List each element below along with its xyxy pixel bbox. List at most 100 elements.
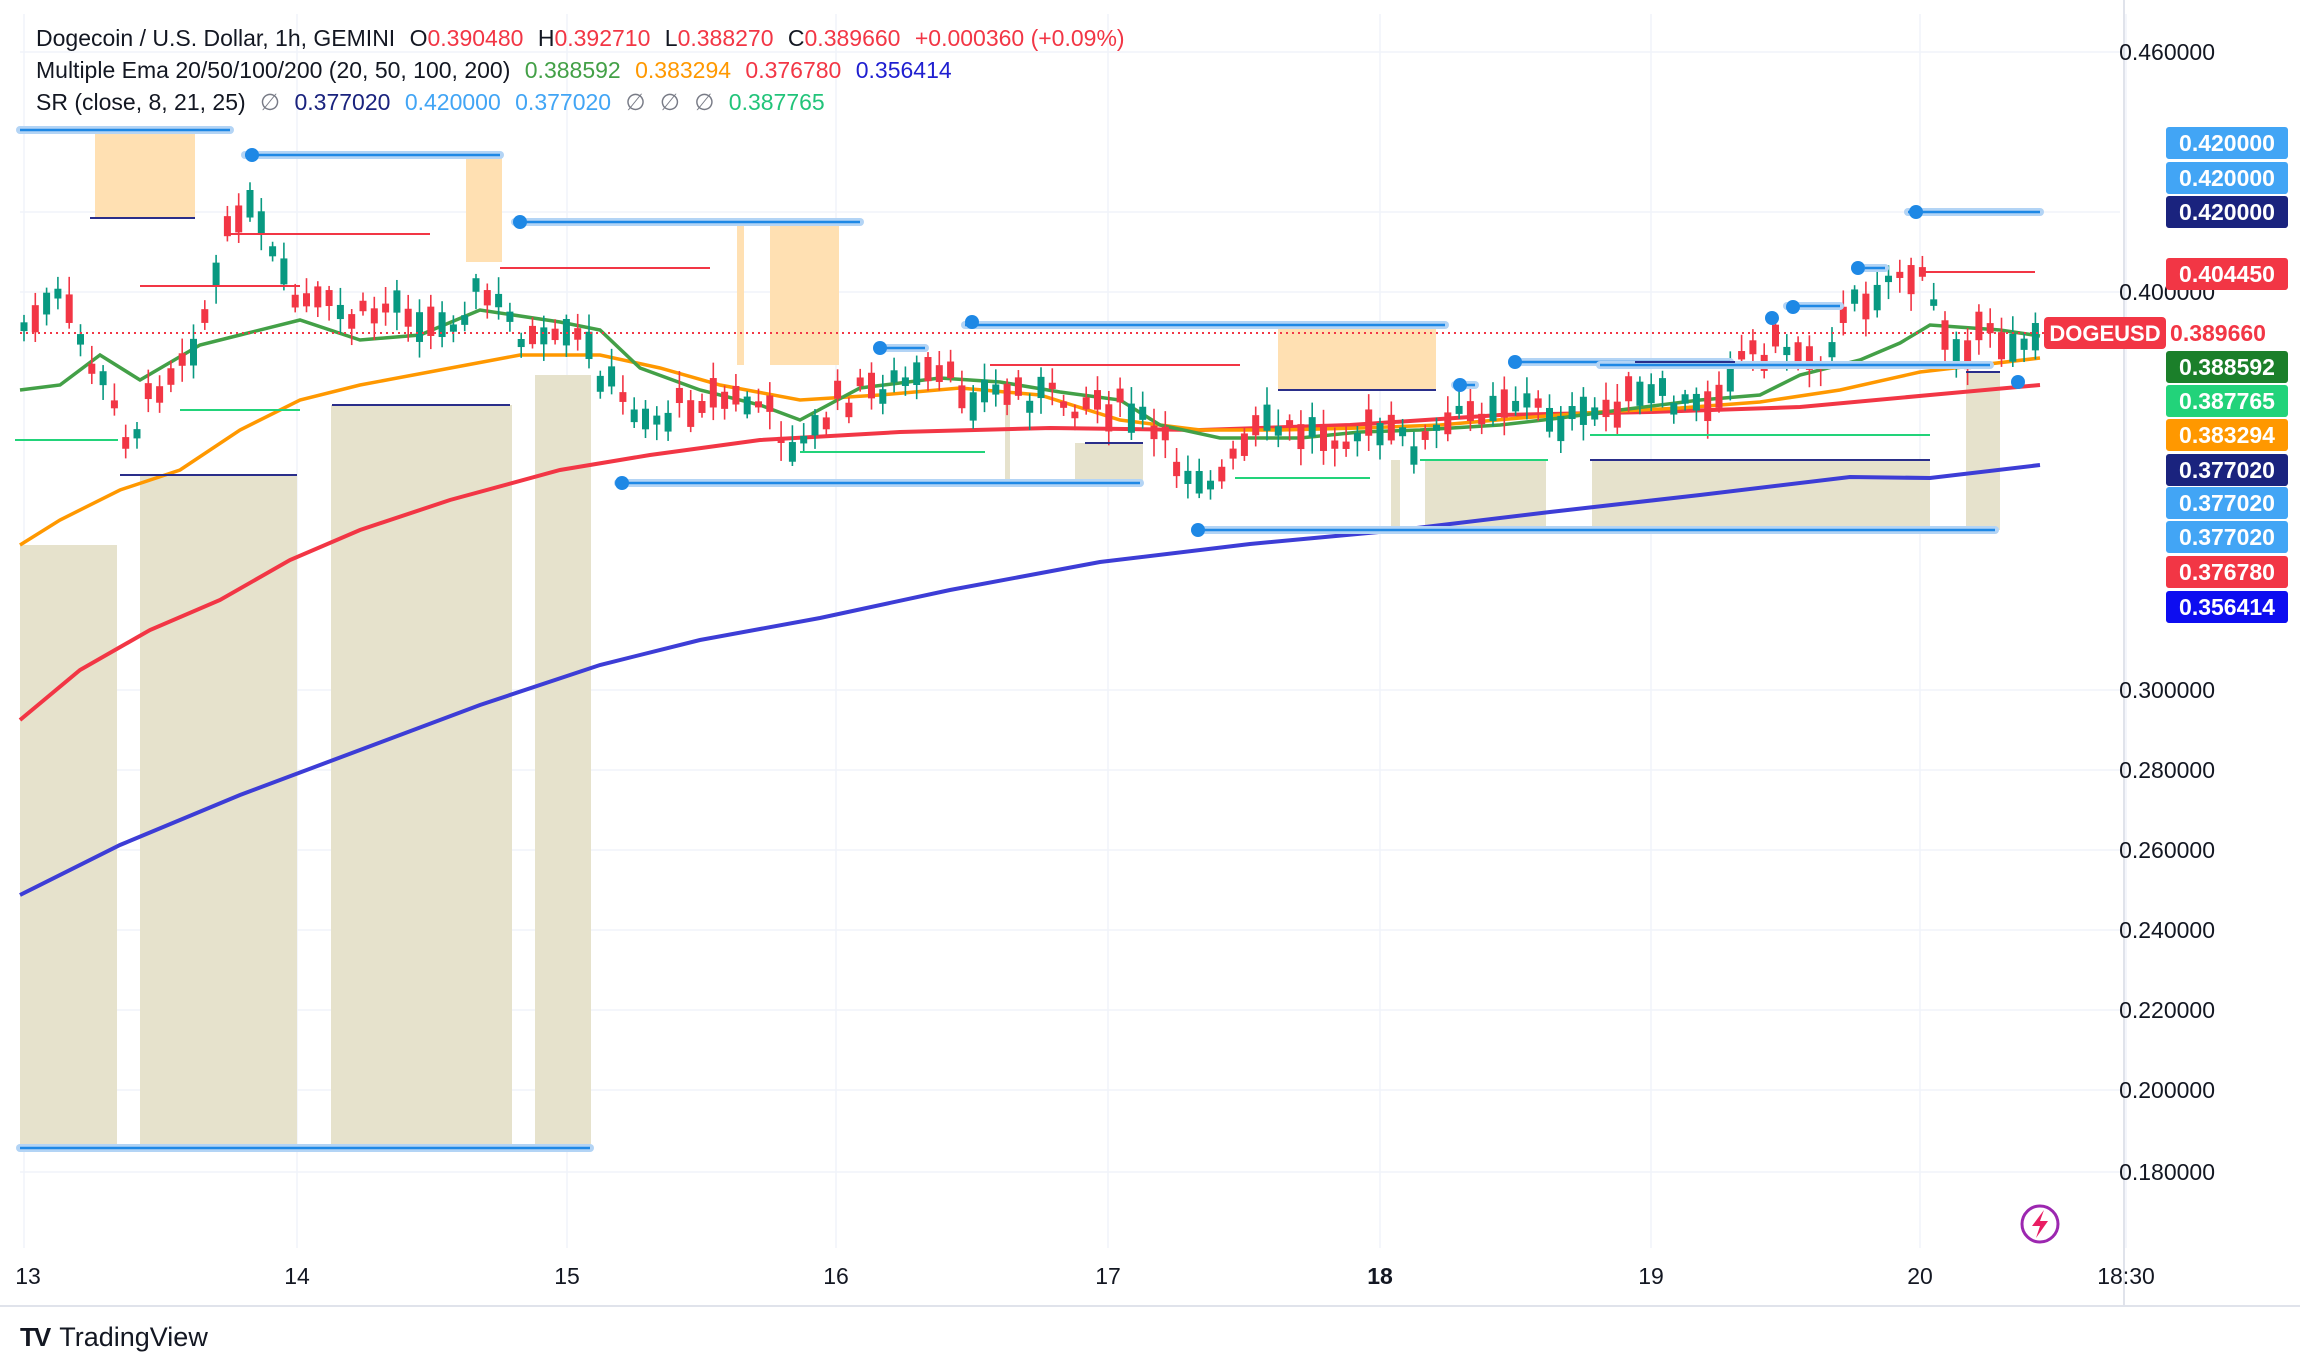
candle (924, 352, 932, 391)
candle (1466, 388, 1474, 432)
ema-title[interactable]: Multiple Ema 20/50/100/200 (20, 50, 100,… (36, 57, 511, 83)
candle-body (483, 290, 491, 306)
candle-body (1986, 323, 1994, 334)
candle-body (1975, 311, 1983, 341)
candle-body (1353, 432, 1361, 442)
price-label-bg (2166, 454, 2288, 486)
candle-body (31, 305, 39, 333)
candle-body (574, 328, 582, 340)
candle-body (1862, 293, 1870, 320)
candle-body (235, 205, 243, 233)
price-label-sr: 0.420000 (2166, 162, 2288, 194)
candle-body (822, 417, 830, 430)
candle (257, 198, 265, 251)
candle-body (924, 357, 932, 382)
price-label-bg (2166, 521, 2288, 553)
candle (178, 338, 186, 382)
candle-body (1918, 267, 1926, 277)
price-label-sr: 0.377020 (2166, 487, 2288, 519)
candle (721, 385, 729, 420)
candle-body (1207, 480, 1214, 490)
candle (1014, 370, 1022, 400)
price-label-text: 0.377020 (2179, 490, 2275, 516)
candle (336, 287, 344, 334)
price-label-bg (2166, 487, 2288, 519)
symbol-tag: DOGEUSD (2049, 321, 2160, 346)
candle (1455, 390, 1463, 419)
candle-body (1930, 299, 1938, 306)
symbol-tag-bg (2044, 317, 2166, 349)
candle (1308, 402, 1316, 454)
sr-zones (20, 130, 2000, 1150)
price-label-bg (2166, 351, 2288, 383)
candle (856, 368, 864, 392)
price-labels: 0.420000 0.420000 0.420000 0.404450 DOGEUSD 0… (2020, 127, 2288, 1244)
candle-body (2020, 338, 2028, 350)
candle-body (1173, 461, 1181, 477)
candle-body (529, 325, 536, 345)
candle (1410, 431, 1418, 474)
legend-sr-row: SR (close, 8, 21, 25) ∅ 0.377020 0.42000… (36, 86, 1133, 118)
y-tick-label: 0.460000 (2119, 39, 2215, 65)
candle-body (551, 328, 559, 341)
sr-lines (15, 126, 2124, 1152)
ema200-line (19, 463, 2041, 897)
price-label-sr: 0.420000 (2166, 196, 2288, 228)
price-label-text: 0.387765 (2179, 388, 2275, 414)
candle-body (1636, 381, 1644, 406)
sr-title[interactable]: SR (close, 8, 21, 25) (36, 89, 246, 115)
price-label-bg (2166, 162, 2288, 194)
candle (1207, 470, 1214, 500)
symbol-title[interactable]: Dogecoin / U.S. Dollar, 1h, GEMINI (36, 25, 396, 51)
candle (1952, 331, 1960, 378)
candle (947, 349, 955, 383)
candle (1240, 426, 1248, 461)
candle-body (1591, 407, 1599, 420)
candle (1998, 317, 2005, 367)
resistance-zone (466, 158, 502, 262)
candle (495, 277, 503, 320)
sr-value-8: 0.387765 (728, 89, 825, 115)
candle-body (110, 400, 118, 409)
candle (1252, 406, 1260, 447)
lightning-icon[interactable] (2020, 1204, 2060, 1244)
candle-body (1726, 368, 1734, 392)
candle-body (1421, 431, 1429, 440)
candle-body (743, 396, 751, 415)
candle (223, 205, 231, 242)
candle (1150, 408, 1158, 457)
candle (1557, 406, 1565, 454)
candle (890, 357, 898, 393)
candle (201, 300, 209, 330)
candle (879, 374, 887, 415)
candle-body (1297, 424, 1305, 450)
price-label-text: 0.356414 (2179, 594, 2275, 620)
candle-body (190, 338, 197, 366)
candle (1692, 387, 1700, 422)
candle-body (664, 412, 672, 432)
candle (608, 348, 616, 395)
chart-legend: Dogecoin / U.S. Dollar, 1h, GEMINI O0.39… (36, 22, 1133, 118)
y-tick-label: 0.280000 (2119, 757, 2215, 783)
candle-body (619, 392, 627, 402)
sr-pivot-dot (245, 148, 259, 162)
candle (1625, 371, 1633, 412)
candle (811, 409, 819, 449)
candle (325, 285, 333, 321)
candle-body (506, 311, 514, 322)
sr-value-6: ∅ (659, 89, 680, 115)
candle (2009, 316, 2017, 367)
candle (461, 301, 469, 332)
candle (1489, 382, 1497, 427)
sr-pivot-dot (1786, 300, 1800, 314)
candle-body (1455, 405, 1463, 414)
candle-body (178, 353, 186, 366)
sr-pivot-dot (513, 215, 527, 229)
resistance-zone (95, 130, 195, 218)
tradingview-logo[interactable]: TV TradingView (20, 1322, 208, 1353)
sr-value-2: 0.377020 (294, 89, 391, 115)
candle-body (913, 362, 921, 386)
candle-body (257, 211, 265, 235)
candle (54, 276, 62, 310)
